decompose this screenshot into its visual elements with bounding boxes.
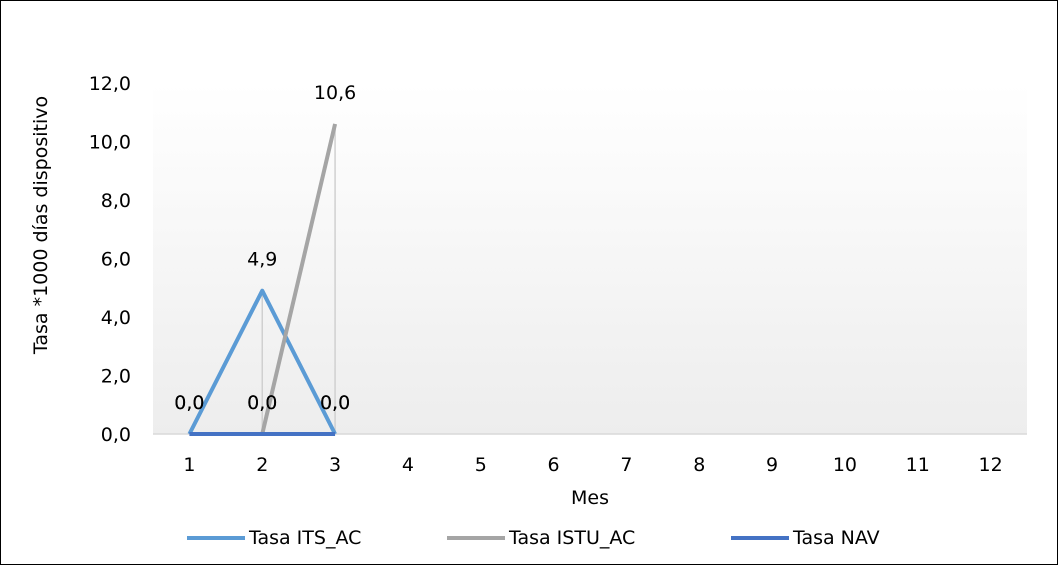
x-tick-label: 2 — [256, 454, 268, 476]
x-tick-label: 9 — [766, 454, 778, 476]
y-tick-label: 10,0 — [89, 132, 131, 154]
data-label: 0,0 — [320, 392, 350, 414]
legend-item-istu-ac: Tasa ISTU_AC — [447, 523, 635, 553]
legend-swatch-its-ac — [187, 536, 245, 540]
plot-area — [153, 83, 1027, 434]
legend-swatch-nav — [731, 536, 789, 540]
legend-item-nav: Tasa NAV — [731, 523, 880, 553]
x-tick-label: 12 — [978, 454, 1002, 476]
x-tick-label: 5 — [475, 454, 487, 476]
x-tick-label: 3 — [329, 454, 341, 476]
data-label: 0,0 — [174, 392, 204, 414]
x-tick-label: 1 — [183, 454, 195, 476]
y-tick-label: 12,0 — [89, 73, 131, 95]
legend-label-istu-ac: Tasa ISTU_AC — [509, 527, 636, 549]
legend: Tasa ITS_AC Tasa ISTU_AC Tasa NAV — [1, 523, 1058, 553]
legend-label-nav: Tasa NAV — [793, 527, 880, 549]
series-line-tasa-istu-ac — [260, 123, 338, 435]
legend-swatch-istu-ac — [447, 536, 505, 540]
series-line-tasa-its-ac — [187, 288, 337, 435]
data-label: 0,0 — [247, 392, 277, 414]
x-tick-label: 6 — [548, 454, 560, 476]
x-tick-label: 7 — [620, 454, 632, 476]
legend-label-its-ac: Tasa ITS_AC — [249, 527, 362, 549]
line-chart: 1 2 3 4 5 6 7 8 9 10 11 120,02,04,06,08,010,012,0 0… — [30, 73, 1027, 509]
y-tick-label: 2,0 — [101, 366, 131, 388]
x-tick-label: 10 — [833, 454, 857, 476]
y-tick-label: 6,0 — [101, 249, 131, 271]
x-tick-label: 11 — [906, 454, 930, 476]
data-label: 0,0 — [247, 392, 277, 414]
y-tick-label: 4,0 — [101, 307, 131, 329]
x-axis-title: Mes — [571, 487, 609, 509]
data-label: 0,0 — [320, 392, 350, 414]
legend-item-its-ac: Tasa ITS_AC — [187, 523, 361, 553]
data-label: 0,0 — [174, 392, 204, 414]
data-label: 10,6 — [314, 82, 356, 104]
x-tick-label: 8 — [693, 454, 705, 476]
y-tick-label: 8,0 — [101, 190, 131, 212]
x-tick-label: 4 — [402, 454, 414, 476]
data-label: 4,9 — [247, 249, 277, 271]
y-axis-title: Tasa *1000 días dispositivo — [30, 96, 52, 355]
y-tick-label: 0,0 — [101, 424, 131, 446]
